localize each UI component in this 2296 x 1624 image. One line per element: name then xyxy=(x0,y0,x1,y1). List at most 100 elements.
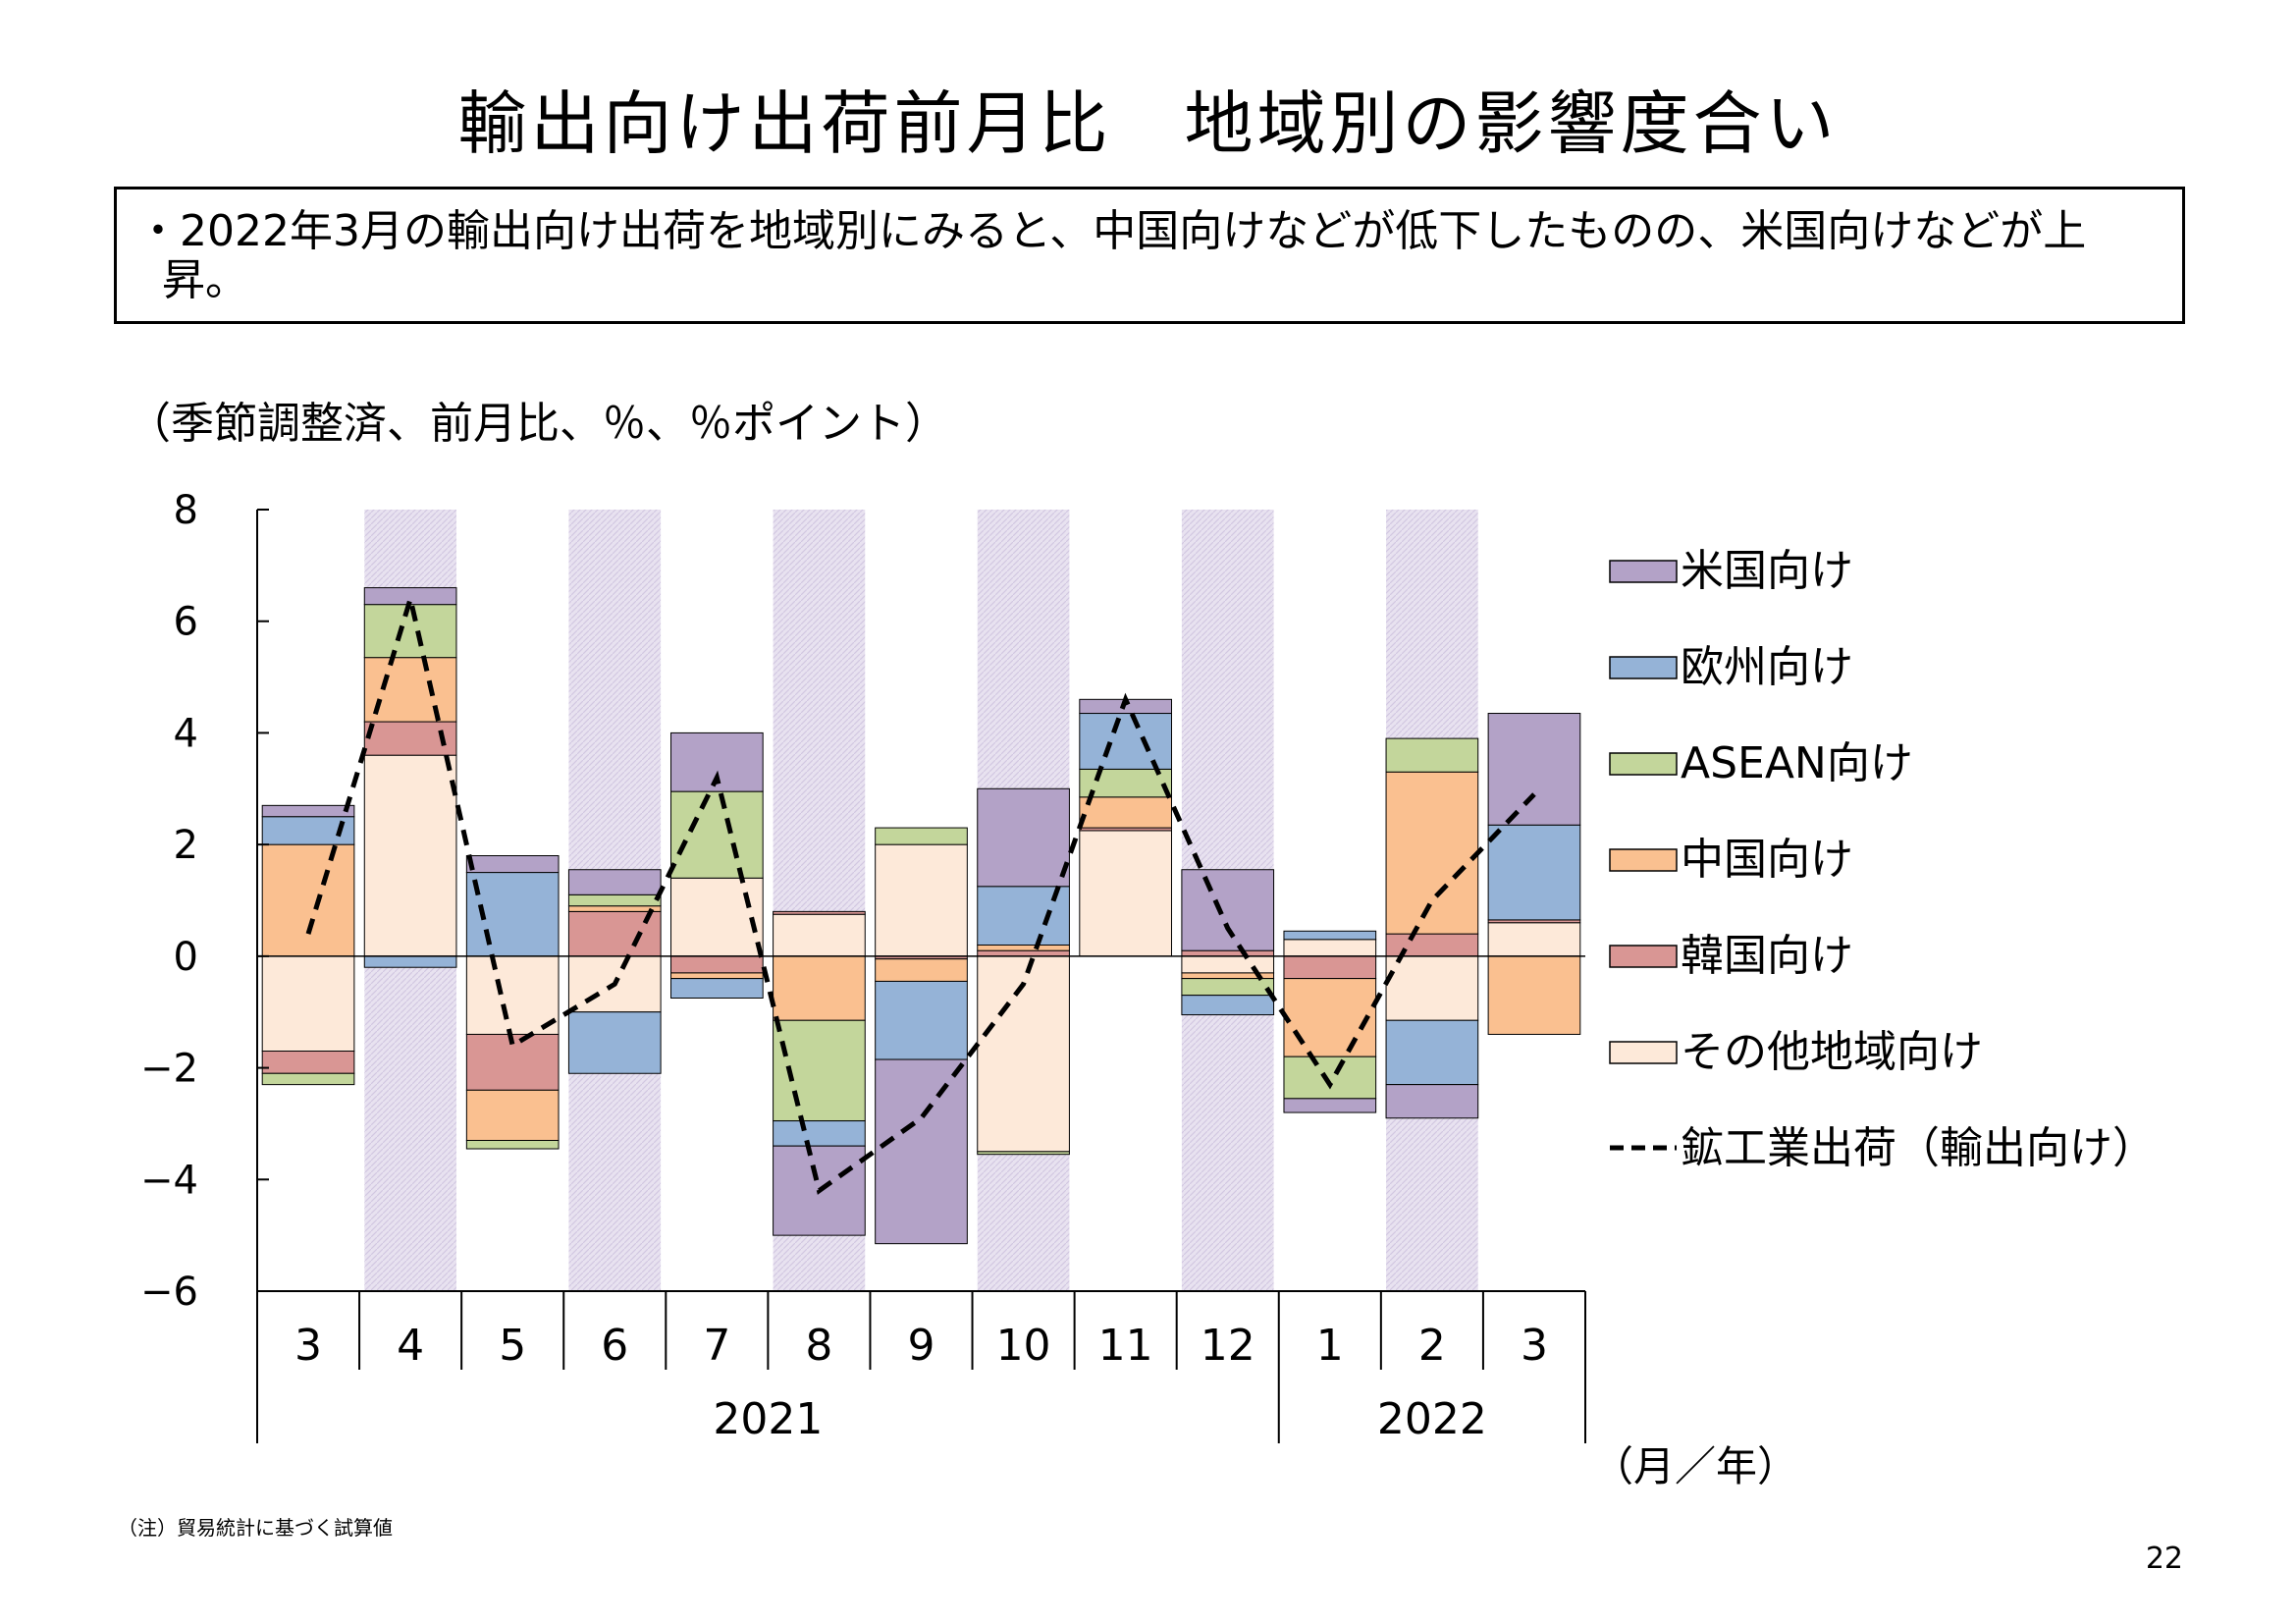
x-tick-label: 5 xyxy=(499,1321,526,1371)
legend-label-eu: 欧州向け xyxy=(1681,642,1853,692)
bar-segment-other xyxy=(363,754,457,957)
bar-segment-us xyxy=(1385,1084,1479,1119)
bar-segment-other xyxy=(465,955,560,1035)
bar-segment-asean xyxy=(567,893,662,907)
bar-segment-korea xyxy=(1181,949,1275,957)
bar-segment-eu xyxy=(567,1011,662,1074)
legend-label-us: 米国向け xyxy=(1681,546,1853,596)
bar-segment-other xyxy=(1487,922,1581,957)
legend-label-line: 鉱工業出荷（輸出向け） xyxy=(1681,1123,2156,1173)
page-number: 22 xyxy=(2145,1542,2183,1576)
bar-segment-eu xyxy=(1181,995,1275,1016)
bar-segment-china xyxy=(1487,955,1581,1035)
bar-segment-asean xyxy=(363,604,457,659)
bar-segment-asean xyxy=(261,1072,355,1086)
bar-segment-china xyxy=(1283,978,1377,1057)
x-tick-label: 10 xyxy=(996,1321,1051,1371)
y-tick-label: −2 xyxy=(140,1047,198,1092)
bar-segment-eu xyxy=(875,980,968,1060)
bar-segment-us xyxy=(875,1058,968,1245)
bar-segment-korea xyxy=(977,949,1070,957)
bar-segment-china xyxy=(465,1089,560,1141)
y-tick-label: 0 xyxy=(174,935,198,980)
bar-segment-korea xyxy=(1283,955,1377,980)
legend-swatch-other xyxy=(1609,1041,1678,1064)
bar-segment-asean xyxy=(875,827,968,845)
bar-segment-asean xyxy=(977,1151,1070,1156)
bar-segment-eu xyxy=(1385,1019,1479,1086)
bar-segment-china xyxy=(875,958,968,982)
x-tick-label: 3 xyxy=(294,1321,322,1371)
footnote: （注）貿易統計に基づく試算値 xyxy=(118,1516,393,1540)
bar-segment-eu xyxy=(670,978,764,999)
x-tick-label: 4 xyxy=(397,1321,424,1371)
x-tick-label: 3 xyxy=(1521,1321,1548,1371)
bar-segment-china xyxy=(1385,771,1479,935)
y-tick-label: 2 xyxy=(174,823,198,868)
x-tick-label: 2 xyxy=(1418,1321,1446,1371)
x-tick-label: 12 xyxy=(1201,1321,1255,1371)
bar-segment-other xyxy=(1181,955,1275,974)
bar-segment-eu xyxy=(773,1120,866,1147)
x-year-label: 2022 xyxy=(1377,1394,1487,1444)
x-tick-label: 6 xyxy=(601,1321,628,1371)
bar-segment-other xyxy=(875,843,968,957)
y-tick-label: 4 xyxy=(174,711,198,756)
bar-segment-us xyxy=(977,787,1070,888)
bar-segment-china xyxy=(261,843,355,957)
bar-segment-china xyxy=(363,657,457,723)
bar-segment-korea xyxy=(670,955,764,974)
bar-segment-eu xyxy=(1079,713,1172,770)
bar-segment-eu xyxy=(1487,824,1581,921)
bar-segment-asean xyxy=(670,790,764,879)
bar-segment-other xyxy=(1385,955,1479,1021)
y-tick-label: −6 xyxy=(140,1270,198,1315)
bar-segment-korea xyxy=(1385,933,1479,957)
bar-segment-asean xyxy=(1181,978,1275,997)
x-tick-label: 11 xyxy=(1098,1321,1153,1371)
bar-segment-china xyxy=(1079,796,1172,829)
shipments-line xyxy=(305,589,1536,1195)
summary-box: ・2022年3月の輸出向け出荷を地域別にみると、中国向けなどが低下したものの、米… xyxy=(114,187,2185,324)
legend-label-korea: 韓国向け xyxy=(1681,931,1853,981)
x-tick-label: 1 xyxy=(1316,1321,1344,1371)
x-tick-label: 9 xyxy=(908,1321,935,1371)
unit-label: （季節調整済、前月比、％、％ポイント） xyxy=(128,399,948,449)
bar-segment-other xyxy=(1079,830,1172,957)
bar-segment-korea xyxy=(773,910,866,915)
x-tick-label: 8 xyxy=(805,1321,832,1371)
bar-segment-us xyxy=(1181,869,1275,951)
bar-segment-us xyxy=(261,804,355,818)
bar-segment-us xyxy=(465,855,560,874)
bar-segment-other xyxy=(773,913,866,957)
legend-label-other: その他地域向け xyxy=(1681,1027,1983,1077)
bar-segment-china xyxy=(773,955,866,1021)
summary-text: ・2022年3月の輸出向け出荷を地域別にみると、中国向けなどが低下したものの、米… xyxy=(136,206,2087,305)
legend-label-china: 中国向け xyxy=(1681,835,1853,885)
x-tick-label: 7 xyxy=(703,1321,730,1371)
bar-segment-china xyxy=(567,905,662,912)
bar-segment-other xyxy=(1283,939,1377,957)
y-tick-label: −4 xyxy=(140,1158,198,1203)
bar-segment-us xyxy=(567,869,662,895)
x-year-label: 2021 xyxy=(713,1394,823,1444)
bar-segment-us xyxy=(1283,1098,1377,1113)
y-tick-label: 8 xyxy=(174,488,198,533)
legend-swatch-asean xyxy=(1609,752,1678,776)
bar-segment-us xyxy=(1487,713,1581,826)
legend-swatch-us xyxy=(1609,560,1678,583)
bar-segment-eu xyxy=(363,955,457,968)
legend-swatch-china xyxy=(1609,848,1678,872)
bar-segment-eu xyxy=(1283,930,1377,941)
bar-segment-china xyxy=(670,972,764,980)
legend-label-asean: ASEAN向け xyxy=(1681,738,1913,788)
bar-segment-asean xyxy=(465,1139,560,1150)
y-tick-label: 6 xyxy=(174,600,198,645)
bar-segment-korea xyxy=(261,1051,355,1074)
legend-swatch-korea xyxy=(1609,945,1678,968)
x-unit-label: （月／年） xyxy=(1592,1442,1798,1490)
bar-segment-other xyxy=(261,955,355,1053)
bar-segment-asean xyxy=(1385,737,1479,773)
page-title: 輸出向け出荷前月比 地域別の影響度合い xyxy=(457,83,1839,164)
